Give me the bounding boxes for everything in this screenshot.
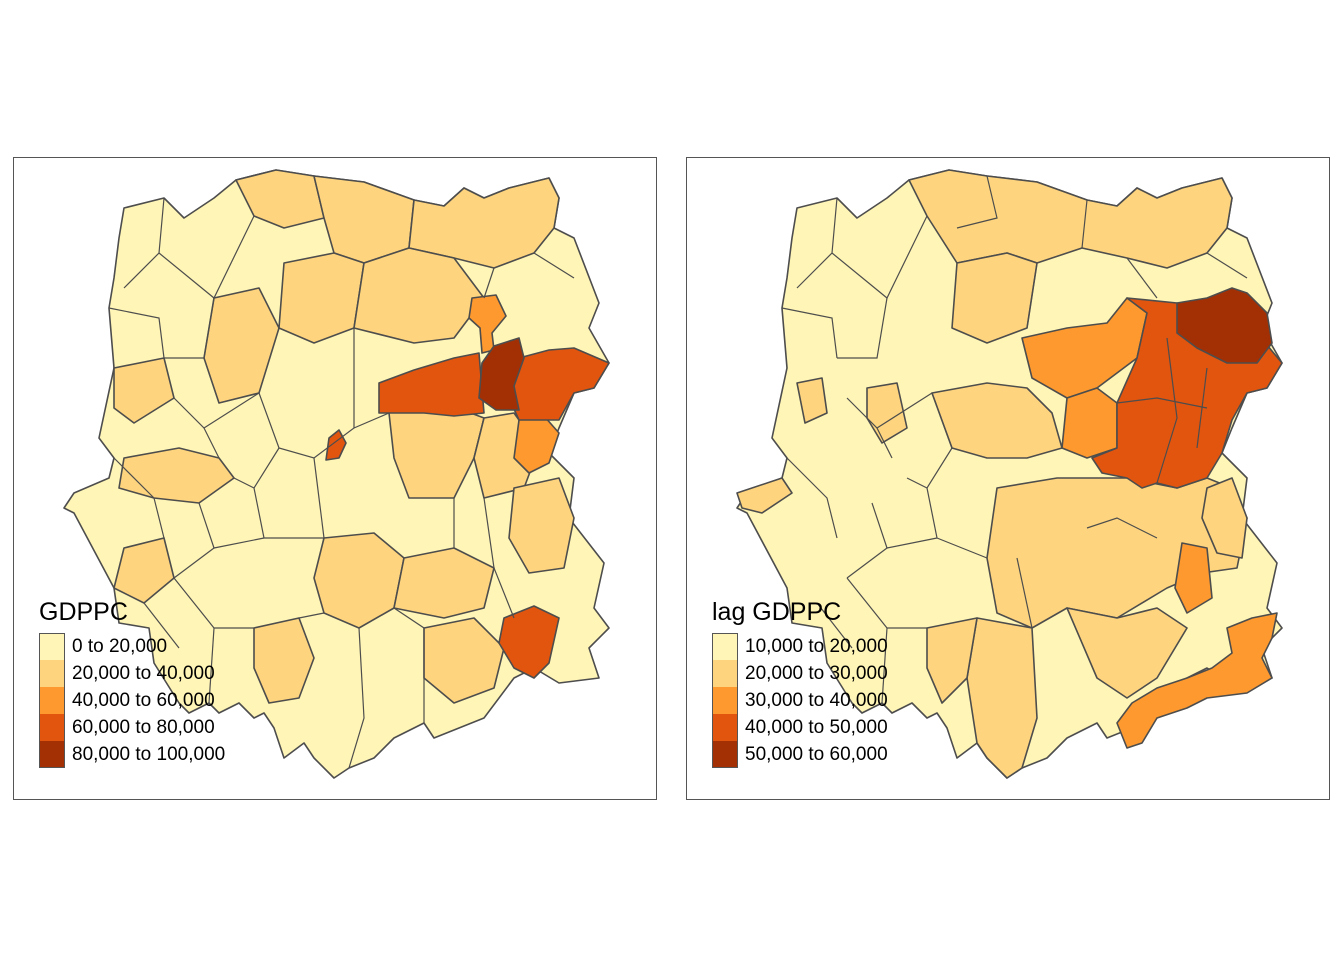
- map-region-class4: [498, 605, 560, 679]
- legend-label: 60,000 to 80,000: [72, 716, 215, 738]
- legend-swatch: [39, 687, 65, 714]
- map-region-class2: [278, 252, 365, 344]
- map-region-class2: [966, 617, 1038, 779]
- map-region-class2: [796, 377, 828, 424]
- legend-item: 40,000 to 60,000: [39, 687, 225, 714]
- legend-swatch: [39, 741, 65, 768]
- legend-title: GDPPC: [39, 598, 128, 626]
- district-boundaries: [781, 175, 1248, 704]
- map-region-class3: [1116, 612, 1278, 749]
- legend-label: 40,000 to 60,000: [72, 689, 215, 711]
- legend-item: 20,000 to 40,000: [39, 660, 225, 687]
- legend-swatch: [39, 633, 65, 660]
- map-region-class2: [408, 177, 560, 269]
- choropleth-map-lag-gdppc: [736, 169, 1283, 779]
- map-region-class3: [1174, 542, 1213, 614]
- map-region-class2: [1201, 477, 1248, 559]
- legend-gdppc: GDPPC 0 to 20,000 20,000 to 40,000 40,00…: [39, 599, 225, 768]
- legend-label: 0 to 20,000: [72, 635, 168, 657]
- map-region-class5: [1176, 287, 1273, 364]
- legend-swatch: [712, 687, 738, 714]
- legend-item: 50,000 to 60,000: [712, 741, 888, 768]
- map-region-class2: [118, 447, 235, 504]
- map-panel-gdppc: GDPPC 0 to 20,000 20,000 to 40,000 40,00…: [13, 157, 657, 800]
- map-panel-lag-gdppc: lag GDPPC 10,000 to 20,000 20,000 to 30,…: [686, 157, 1330, 800]
- map-region-class2: [113, 357, 175, 424]
- legend-swatch: [39, 714, 65, 741]
- map-region-class2: [113, 537, 175, 604]
- legend-item: 20,000 to 30,000: [712, 660, 888, 687]
- legend-label: 50,000 to 60,000: [745, 743, 888, 765]
- legend-title: lag GDPPC: [712, 598, 842, 626]
- legend-swatch: [712, 741, 738, 768]
- legend-item: 40,000 to 50,000: [712, 714, 888, 741]
- map-region-class2: [951, 252, 1038, 344]
- map-region-class2: [313, 532, 405, 629]
- legend-lag-gdppc: lag GDPPC 10,000 to 20,000 20,000 to 30,…: [712, 599, 888, 768]
- legend-label: 80,000 to 100,000: [72, 743, 226, 765]
- map-region-class2: [926, 617, 978, 704]
- map-region-class5: [478, 337, 525, 411]
- legend-label: 30,000 to 40,000: [745, 689, 888, 711]
- legend-swatch: [712, 660, 738, 687]
- legend-item: 10,000 to 20,000: [712, 633, 888, 660]
- legend-swatch: [712, 714, 738, 741]
- legend-label: 20,000 to 40,000: [72, 662, 215, 684]
- map-region-class2: [736, 477, 793, 514]
- legend-item: 30,000 to 40,000: [712, 687, 888, 714]
- district-boundaries: [108, 197, 575, 769]
- legend-label: 20,000 to 30,000: [745, 662, 888, 684]
- map-region-class2: [508, 477, 575, 574]
- map-region-class2: [1066, 607, 1188, 699]
- legend-label: 10,000 to 20,000: [745, 635, 888, 657]
- legend-swatch: [39, 660, 65, 687]
- legend-item: 0 to 20,000: [39, 633, 225, 660]
- choropleth-map-gdppc: [63, 169, 610, 779]
- legend-item: 60,000 to 80,000: [39, 714, 225, 741]
- legend-label: 40,000 to 50,000: [745, 716, 888, 738]
- map-region-class3: [1061, 387, 1118, 459]
- legend-swatch: [712, 633, 738, 660]
- map-region-class4: [378, 352, 485, 417]
- legend-item: 80,000 to 100,000: [39, 741, 225, 768]
